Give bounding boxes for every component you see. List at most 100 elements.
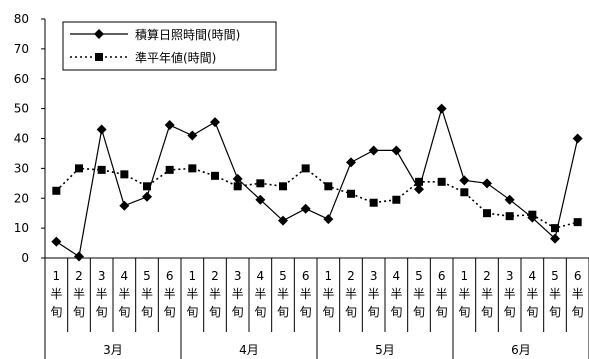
x-tick-label: 旬 [345, 305, 357, 319]
data-point-series-2 [324, 182, 333, 191]
x-axis: 1半旬2半旬3半旬4半旬5半旬6半旬1半旬2半旬3半旬4半旬5半旬6半旬1半旬2… [44, 257, 589, 359]
x-tick-label: 半 [572, 287, 584, 301]
y-tick-label: 30 [14, 161, 29, 175]
data-point-series-1 [459, 175, 470, 186]
data-point-series-1 [323, 214, 334, 225]
x-tick-label: 4 [529, 269, 537, 283]
x-tick-label: 6 [166, 269, 174, 283]
data-point-series-2 [483, 209, 491, 218]
x-tick-label: 旬 [572, 305, 584, 319]
x-tick-label: 半 [458, 287, 470, 301]
month-label: 4月 [239, 343, 259, 357]
x-tick-label: 4 [393, 269, 401, 283]
data-point-series-1 [119, 200, 130, 211]
x-tick-label: 半 [390, 287, 402, 301]
x-tick-label: 半 [345, 287, 357, 301]
x-tick-label: 半 [186, 287, 198, 301]
x-tick-label: 旬 [300, 305, 312, 319]
x-tick-label: 5 [143, 269, 151, 283]
x-tick-label: 4 [121, 269, 129, 283]
x-tick-label: 2 [75, 269, 83, 283]
data-point-series-1 [255, 194, 266, 205]
data-point-series-1 [51, 236, 62, 247]
x-tick-label: 旬 [549, 305, 561, 319]
data-point-series-2 [97, 165, 106, 174]
data-point-series-1 [572, 133, 583, 144]
x-tick-label: 旬 [232, 305, 244, 319]
x-tick-label: 2 [211, 269, 219, 283]
x-tick-label: 3 [506, 269, 514, 283]
x-tick-label: 旬 [277, 305, 289, 319]
data-point-series-2 [233, 182, 242, 191]
y-tick-label: 40 [14, 132, 29, 146]
x-tick-label: 半 [413, 287, 425, 301]
x-tick-label: 旬 [504, 305, 516, 319]
month-label: 6月 [511, 343, 531, 357]
x-tick-label: 半 [118, 287, 130, 301]
data-point-series-2 [505, 212, 514, 221]
data-point-series-2 [75, 164, 83, 173]
y-tick-label: 20 [14, 191, 29, 205]
series-line-1 [55, 106, 579, 258]
y-tick-label: 60 [14, 72, 29, 86]
x-tick-label: 旬 [458, 305, 470, 319]
data-point-series-1 [210, 117, 220, 128]
x-tick-label: 旬 [96, 305, 108, 319]
data-point-series-2 [256, 179, 265, 188]
y-tick-label: 10 [14, 221, 29, 235]
data-point-series-2 [52, 186, 61, 195]
x-tick-label: 半 [300, 287, 312, 301]
data-point-series-1 [346, 157, 356, 168]
month-label: 3月 [103, 343, 123, 357]
data-point-series-1 [414, 184, 424, 195]
x-tick-label: 1 [325, 269, 333, 283]
x-tick-label: 旬 [50, 305, 62, 319]
data-point-series-1 [550, 233, 560, 244]
x-tick-label: 半 [50, 287, 62, 301]
x-tick-label: 半 [526, 287, 538, 301]
data-point-series-1 [368, 145, 379, 156]
x-tick-label: 3 [370, 269, 378, 283]
x-tick-label: 5 [415, 269, 423, 283]
x-tick-label: 1 [461, 269, 469, 283]
data-point-series-2 [392, 195, 401, 204]
x-tick-label: 4 [257, 269, 265, 283]
plot-area [51, 103, 583, 262]
x-tick-label: 5 [551, 269, 559, 283]
y-tick-label: 50 [14, 102, 29, 116]
data-point-series-1 [96, 124, 107, 135]
legend-label-series-2: 準平年値(時間) [135, 50, 216, 65]
data-point-series-2 [573, 218, 582, 227]
x-tick-label: 2 [347, 269, 355, 283]
data-point-series-1 [232, 173, 243, 184]
x-tick-label: 半 [254, 287, 266, 301]
x-tick-label: 旬 [390, 305, 402, 319]
x-tick-label: 旬 [413, 305, 425, 319]
x-tick-label: 半 [277, 287, 289, 301]
x-tick-label: 旬 [436, 305, 448, 319]
x-tick-label: 1 [189, 269, 197, 283]
data-point-series-1 [504, 194, 515, 205]
x-tick-label: 半 [368, 287, 380, 301]
data-point-series-2 [188, 164, 197, 173]
x-tick-label: 旬 [118, 305, 130, 319]
x-tick-label: 旬 [322, 305, 334, 319]
data-point-series-1 [482, 178, 492, 189]
x-tick-label: 3 [98, 269, 106, 283]
data-point-series-2 [369, 198, 378, 207]
data-point-series-1 [278, 215, 288, 226]
x-tick-label: 5 [279, 269, 287, 283]
x-tick-label: 半 [232, 287, 244, 301]
y-tick-label: 80 [14, 12, 29, 26]
x-tick-label: 旬 [164, 305, 176, 319]
x-tick-label: 半 [96, 287, 108, 301]
x-tick-label: 半 [164, 287, 176, 301]
data-point-series-2 [301, 164, 310, 173]
data-point-series-2 [279, 182, 287, 191]
x-tick-label: 旬 [481, 305, 493, 319]
x-tick-label: 旬 [368, 305, 380, 319]
data-point-series-2 [437, 177, 446, 186]
x-tick-label: 6 [302, 269, 310, 283]
x-tick-label: 半 [73, 287, 85, 301]
